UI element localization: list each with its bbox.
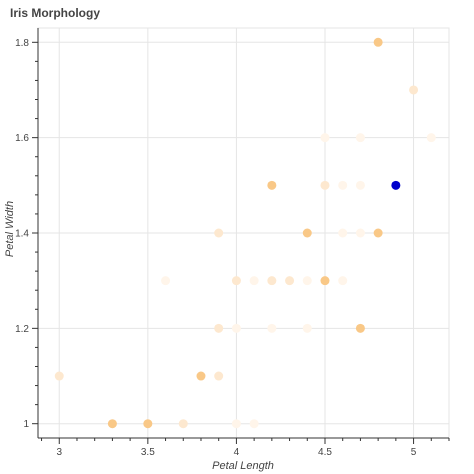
y-tick-label: 1.4 xyxy=(15,229,29,240)
x-axis-label: Petal Length xyxy=(212,460,274,472)
data-point xyxy=(338,228,348,238)
data-point xyxy=(355,133,365,143)
data-point xyxy=(320,180,330,190)
data-point xyxy=(214,323,224,333)
data-point xyxy=(338,180,348,190)
data-point xyxy=(267,323,277,333)
data-points xyxy=(54,37,436,429)
data-point xyxy=(214,371,224,381)
data-point xyxy=(302,276,312,286)
data-point xyxy=(355,228,365,238)
data-point xyxy=(373,37,383,47)
data-point xyxy=(373,228,383,238)
data-point xyxy=(338,276,348,286)
data-point xyxy=(161,276,171,286)
x-tick-label: 4.5 xyxy=(318,447,332,458)
data-point xyxy=(320,276,330,286)
data-point xyxy=(409,85,419,95)
data-point xyxy=(355,180,365,190)
y-axis-label: Petal Width xyxy=(4,201,16,257)
y-tick-label: 1 xyxy=(23,419,29,430)
data-point xyxy=(355,323,365,333)
data-point xyxy=(231,419,241,429)
y-tick-label: 1.8 xyxy=(15,38,29,49)
y-tick-label: 1.2 xyxy=(15,324,29,335)
data-point xyxy=(214,228,224,238)
data-point xyxy=(196,371,206,381)
data-point xyxy=(267,276,277,286)
data-point xyxy=(178,419,188,429)
x-tick-label: 3.5 xyxy=(141,447,155,458)
x-tick-label: 4 xyxy=(234,447,240,458)
data-point xyxy=(231,276,241,286)
grid xyxy=(38,28,449,438)
data-point xyxy=(54,371,64,381)
data-point xyxy=(302,323,312,333)
data-point xyxy=(302,228,312,238)
data-point xyxy=(267,180,277,190)
data-point xyxy=(426,133,436,143)
data-point xyxy=(285,276,295,286)
x-tick-label: 3 xyxy=(56,447,62,458)
data-point xyxy=(249,419,259,429)
data-point xyxy=(107,419,117,429)
highlighted-point xyxy=(391,180,401,190)
chart-title: Iris Morphology xyxy=(10,6,100,20)
axes: 3 3.5 4 4.5 5 1 1.2 1.4 1.6 1.8 xyxy=(15,28,450,458)
data-point xyxy=(249,276,259,286)
data-point xyxy=(231,323,241,333)
x-tick-label: 5 xyxy=(411,447,417,458)
y-tick-label: 1.6 xyxy=(15,133,29,144)
data-point xyxy=(143,419,153,429)
data-point xyxy=(320,133,330,143)
